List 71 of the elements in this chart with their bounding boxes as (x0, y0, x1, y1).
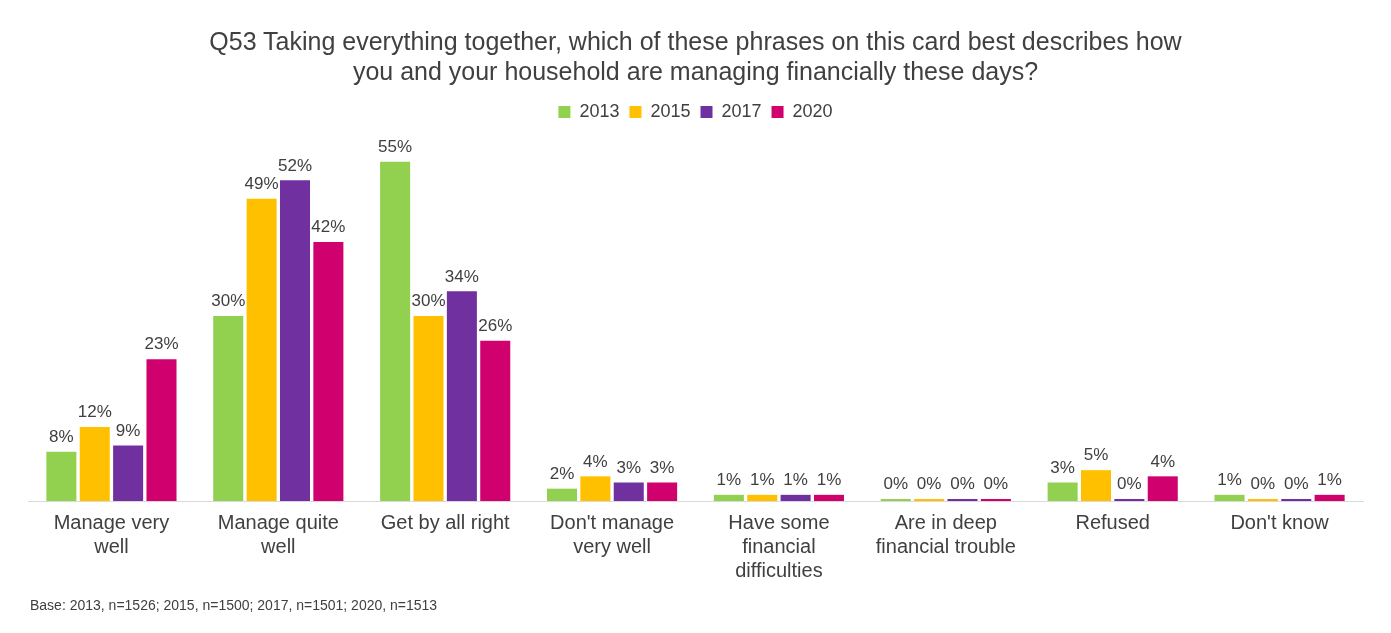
bar (1214, 494, 1245, 501)
bar (246, 198, 277, 501)
data-label: 12% (77, 402, 112, 422)
legend-label: 2020 (792, 100, 833, 121)
bar (1080, 470, 1112, 501)
bar (413, 316, 444, 501)
bar (1047, 482, 1078, 501)
legend-label: 2013 (579, 100, 620, 121)
x-tick-label: Are in deep financial trouble (875, 510, 1016, 557)
bar (613, 482, 644, 501)
data-label: 49% (244, 174, 279, 194)
data-label: 4% (583, 451, 608, 471)
bar (1314, 494, 1345, 501)
bar (446, 291, 477, 501)
data-label: 1% (749, 470, 775, 490)
x-tick-label: Have some financial difficulties (728, 510, 830, 581)
data-label: 30% (411, 291, 446, 311)
bar (79, 427, 110, 501)
bar (46, 451, 77, 501)
data-label: 1% (783, 470, 808, 490)
bar (813, 494, 845, 501)
bar (213, 316, 244, 501)
bar (113, 445, 144, 501)
x-tick-label: Refused (1075, 510, 1150, 533)
bar (480, 340, 511, 501)
x-tick-label: Don't manage very well (550, 510, 675, 557)
data-label: 1% (716, 470, 742, 490)
data-label: 5% (1083, 445, 1109, 465)
data-label: 8% (49, 426, 74, 446)
data-label: 4% (1150, 451, 1176, 471)
data-label: 1% (1217, 470, 1242, 490)
bar (647, 482, 678, 501)
data-label: 55% (378, 137, 413, 157)
bar (313, 242, 344, 501)
data-label: 34% (444, 266, 479, 286)
data-label: 0% (916, 474, 942, 494)
data-label: 0% (883, 474, 909, 494)
bar (279, 180, 311, 501)
x-tick-label: Get by all right (380, 510, 511, 533)
legend-label: 2017 (721, 100, 762, 121)
bar (146, 359, 177, 501)
bar (380, 161, 411, 501)
data-label: 1% (1317, 470, 1342, 490)
data-label: 1% (816, 470, 842, 490)
data-label: 3% (649, 457, 675, 477)
data-label: 0% (1250, 474, 1276, 494)
bar (546, 488, 578, 501)
data-label: 3% (1050, 457, 1075, 477)
data-label: 26% (478, 315, 513, 335)
data-label: 9% (115, 420, 141, 440)
data-label: 0% (950, 474, 975, 494)
data-label: 2% (549, 463, 575, 483)
data-label: 23% (144, 334, 179, 354)
data-label: 52% (277, 155, 313, 175)
chart-title: Q53 Taking everything together, which of these phrases on this card best describes how you and your household are managing financially these days? (209, 26, 1183, 85)
x-tick-label: Manage quite well (217, 510, 339, 557)
x-tick-label: Don't know (1230, 510, 1330, 533)
data-label: 30% (211, 291, 246, 311)
bar (780, 494, 811, 501)
legend-label: 2015 (650, 100, 691, 121)
data-label: 0% (983, 474, 1009, 494)
bar (580, 476, 611, 501)
data-label: 42% (311, 217, 346, 237)
x-tick-label: Manage very well (53, 510, 170, 557)
data-label: 3% (616, 457, 642, 477)
bar (1147, 476, 1178, 501)
data-label: 0% (1117, 474, 1142, 494)
data-label: 0% (1283, 474, 1309, 494)
text: Base: 2013, n=1526; 2015, n=1500; 2017, n=1501; 2020, n=1513 (30, 597, 439, 613)
bar (747, 494, 778, 501)
bar (713, 494, 744, 501)
